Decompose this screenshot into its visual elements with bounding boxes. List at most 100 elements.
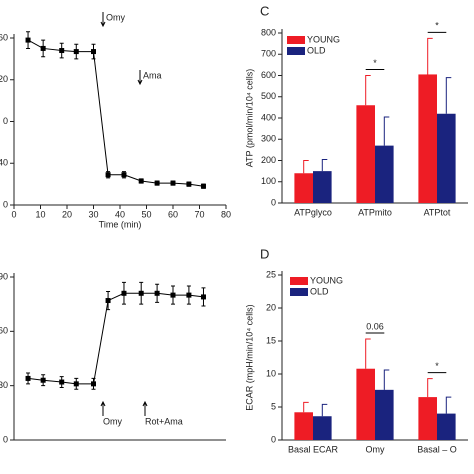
bar <box>313 171 332 203</box>
point <box>154 290 160 296</box>
panel-label: C <box>260 3 269 18</box>
y-axis-label: ECAR (mpH/min/10⁴ cells) <box>244 304 254 410</box>
error-bar <box>321 158 328 172</box>
point <box>154 180 160 186</box>
x-tick-label: 40 <box>115 209 125 219</box>
point <box>121 172 127 178</box>
point <box>73 49 79 55</box>
y-tick-label: 0 <box>3 434 8 444</box>
x-tick-label: 30 <box>88 209 98 219</box>
y-tick-label: 800 <box>261 27 276 37</box>
annotation: 0.06 <box>366 321 384 331</box>
error-bar <box>427 378 433 398</box>
point <box>25 375 31 381</box>
x-tick-label: ATPglyco <box>294 207 332 217</box>
line <box>27 292 204 385</box>
legend-swatch <box>287 36 305 44</box>
bar <box>375 389 394 440</box>
y-tick-label: 5 <box>271 401 276 411</box>
bar <box>356 105 375 203</box>
point <box>25 37 31 43</box>
legend-label: YOUNG <box>310 275 343 285</box>
x-axis-label: Time (min) <box>99 219 142 229</box>
bar <box>437 413 456 440</box>
error-bar <box>445 77 452 114</box>
y-tick-label: 0 <box>3 199 8 209</box>
annotation: * <box>373 58 377 68</box>
bar <box>294 173 313 203</box>
x-tick-label: Omy <box>366 444 385 454</box>
error-bar <box>445 396 452 414</box>
y-tick-label: 0 <box>271 197 276 207</box>
point <box>121 290 127 296</box>
point <box>105 172 111 178</box>
point <box>186 292 192 298</box>
x-tick-label: ATPmito <box>358 207 392 217</box>
y-tick-label: 25 <box>266 269 276 279</box>
annotation: Rot+Ama <box>145 416 183 426</box>
x-tick-label: 20 <box>62 209 72 219</box>
arrow <box>142 400 148 416</box>
y-tick-label: 0 <box>3 116 8 126</box>
x-tick-label: ATPtot <box>424 207 451 217</box>
point <box>40 377 46 383</box>
panel-label: D <box>260 246 269 261</box>
y-tick-label: 0 <box>271 434 276 444</box>
x-tick-label: 80 <box>221 209 231 219</box>
error-bar <box>365 75 371 106</box>
line <box>27 39 204 187</box>
y-axis-label: ATP (pmol/min/10⁴ cells) <box>244 69 254 168</box>
error-bar <box>303 401 309 413</box>
point <box>40 45 46 51</box>
legend-label: YOUNG <box>307 34 340 44</box>
bar <box>418 74 437 203</box>
point <box>170 180 176 186</box>
y-tick-label: 40 <box>0 158 8 168</box>
annotation: Omy <box>106 12 125 22</box>
y-tick-label: 60 <box>0 32 8 42</box>
y-tick-label: 20 <box>0 74 8 84</box>
y-tick-label: 15 <box>266 335 276 345</box>
bar <box>418 397 437 440</box>
point <box>91 49 96 55</box>
arrow <box>100 400 106 416</box>
point <box>138 178 144 184</box>
bar <box>294 412 313 440</box>
legend-swatch <box>290 288 308 296</box>
x-tick-label: Basal ECAR <box>288 444 339 454</box>
x-tick-label: 0 <box>11 209 16 219</box>
arrow <box>100 12 106 28</box>
bar <box>437 113 456 203</box>
bar <box>375 145 394 203</box>
point <box>200 183 206 189</box>
y-tick-label: 10 <box>266 368 276 378</box>
point <box>138 290 144 296</box>
legend-label: OLD <box>310 286 329 296</box>
annotation: * <box>435 21 439 31</box>
error-bar <box>303 160 309 174</box>
annotation: * <box>435 361 439 371</box>
bar <box>356 368 375 440</box>
x-tick-label: Basal – O <box>417 444 457 454</box>
error-bar <box>321 403 328 417</box>
legend-swatch <box>290 277 308 285</box>
point <box>186 181 192 187</box>
point <box>105 298 111 304</box>
x-tick-label: 70 <box>194 209 204 219</box>
y-tick-label: 20 <box>266 302 276 312</box>
y-tick-label: 90 <box>0 271 8 281</box>
error-bar <box>383 369 390 390</box>
y-tick-label: 100 <box>261 176 276 186</box>
point <box>59 48 65 54</box>
error-bar <box>365 338 371 369</box>
point <box>200 294 206 300</box>
y-tick-label: 60 <box>0 326 8 336</box>
error-bar <box>383 116 390 146</box>
arrow <box>137 70 143 86</box>
legend-label: OLD <box>307 45 326 55</box>
legend-swatch <box>287 47 305 55</box>
point <box>170 292 176 298</box>
bar <box>313 416 332 440</box>
x-tick-label: 10 <box>35 209 45 219</box>
